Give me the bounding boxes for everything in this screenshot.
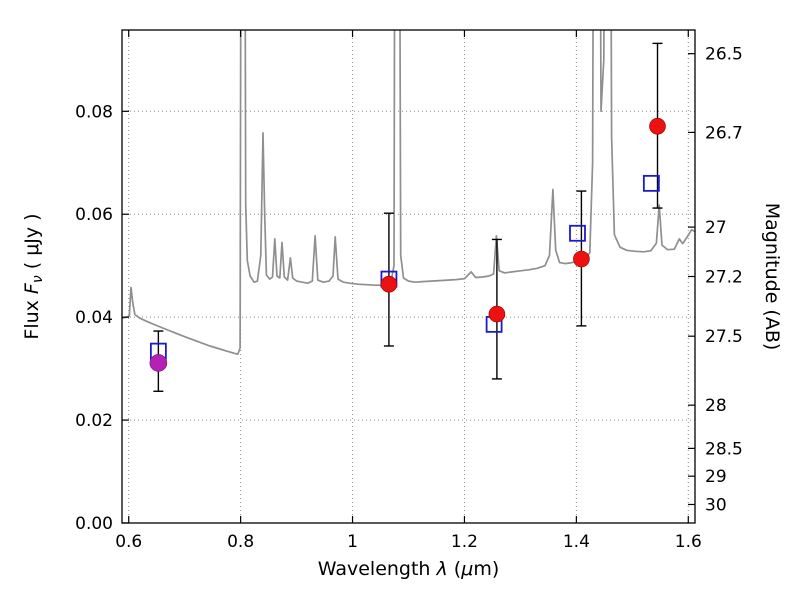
y-tick-label-left: 0.00 <box>75 514 113 534</box>
observed-photometry-marker <box>380 275 398 293</box>
observed-photometry-marker <box>488 305 506 323</box>
observed-photometry-marker <box>573 250 590 268</box>
y-tick-label-right: 30 <box>705 495 727 515</box>
x-tick-label: 1 <box>347 532 358 552</box>
model-photometry-marker <box>569 224 586 242</box>
y-tick-label-right: 26.7 <box>705 123 743 143</box>
observed-optical-marker <box>149 354 168 372</box>
observed-photometry-marker <box>649 117 666 135</box>
y-tick-label-right: 28 <box>705 396 727 416</box>
y-tick-label-right: 27.2 <box>705 268 743 288</box>
y-tick-label-right: 27.5 <box>705 327 743 347</box>
grid <box>122 30 695 523</box>
y-tick-label-left: 0.02 <box>75 411 113 431</box>
x-tick-label: 0.6 <box>115 532 142 552</box>
y-tick-label-right: 29 <box>705 467 727 487</box>
model-spectrum-line <box>122 30 695 356</box>
x-tick-label: 1.2 <box>451 532 478 552</box>
x-tick-label: 0.8 <box>227 532 254 552</box>
ticks <box>122 30 695 524</box>
y-tick-label-left: 0.08 <box>75 102 113 122</box>
x-tick-label: 1.4 <box>563 532 590 552</box>
y-tick-label-right: 26.5 <box>705 45 743 65</box>
x-tick-label: 1.6 <box>675 532 702 552</box>
y-axis-label-right: Magnitude (AB) <box>761 203 783 351</box>
y-tick-label-right: 28.5 <box>705 439 743 459</box>
plot-frame <box>121 29 696 524</box>
y-tick-label-left: 0.06 <box>75 205 113 225</box>
y-tick-label-right: 27 <box>705 218 727 238</box>
y-tick-label-left: 0.04 <box>75 308 113 328</box>
x-axis-label: Wavelength λ (μm) <box>318 558 499 580</box>
model-photometry-marker <box>642 174 660 192</box>
y-axis-label-left: Flux Fν ( μJy ) <box>21 213 46 339</box>
